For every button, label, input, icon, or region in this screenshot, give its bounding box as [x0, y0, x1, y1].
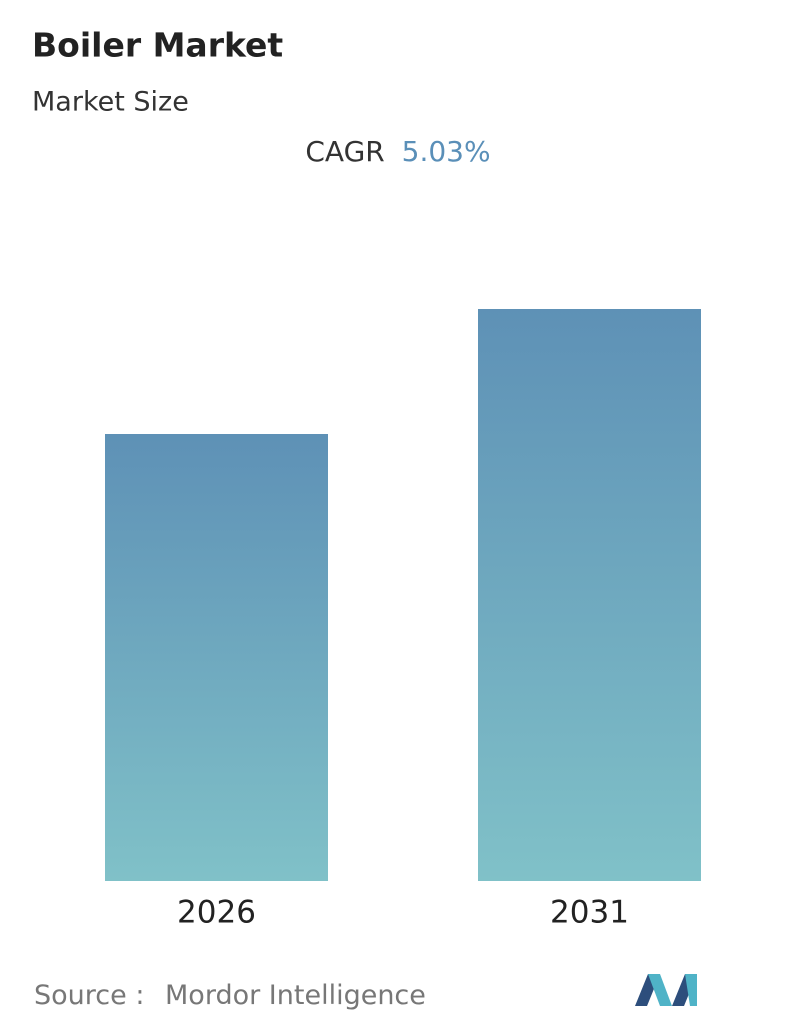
x-tick-label: 2031 — [550, 895, 629, 931]
x-tick-label: 2026 — [177, 895, 256, 931]
chart-subtitle: Market Size — [32, 87, 189, 118]
bar — [105, 434, 328, 881]
bar — [478, 309, 701, 881]
source-name: Mordor Intelligence — [165, 980, 426, 1011]
source: Source : Mordor Intelligence — [34, 980, 426, 1011]
source-label: Source : — [34, 980, 144, 1011]
cagr: CAGR 5.03% — [305, 135, 490, 168]
logo — [635, 974, 697, 1006]
chart-title: Boiler Market — [32, 26, 283, 65]
cagr-label: CAGR — [305, 135, 384, 168]
cagr-value: 5.03% — [402, 135, 491, 168]
